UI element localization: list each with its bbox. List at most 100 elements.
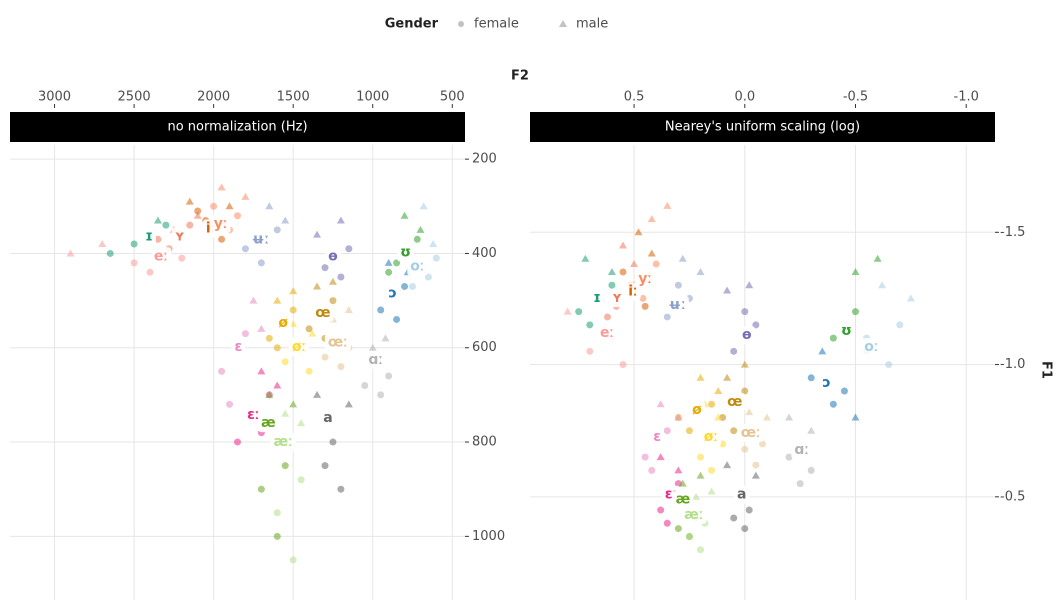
label-box <box>385 284 400 303</box>
point-female <box>852 308 859 316</box>
point-female <box>241 330 249 338</box>
point-male <box>281 216 290 224</box>
label-box <box>689 401 706 420</box>
label-box <box>150 247 172 266</box>
point-female <box>321 353 329 361</box>
point-male <box>807 426 816 434</box>
point-male <box>714 413 723 421</box>
point-male <box>630 260 639 268</box>
point-female <box>663 519 671 527</box>
point-female <box>281 462 289 470</box>
point-female <box>807 374 815 382</box>
point-male <box>707 487 716 495</box>
point-male <box>289 287 298 295</box>
point-female <box>586 347 594 355</box>
point-female <box>741 308 749 316</box>
label-box <box>838 322 855 341</box>
point-female <box>708 466 716 474</box>
point-male <box>692 492 701 500</box>
point-female <box>586 321 594 329</box>
point-male <box>785 413 794 421</box>
point-male <box>740 360 749 368</box>
label-box <box>320 409 336 427</box>
point-female <box>377 306 385 314</box>
legend-label: female <box>474 17 519 32</box>
y-tick-label: 400 <box>472 246 497 261</box>
plot-background <box>10 145 465 600</box>
vowel-label: oː <box>864 339 878 355</box>
point-female <box>273 226 281 234</box>
point-female <box>652 260 660 268</box>
vowel-label: yː <box>214 216 228 232</box>
x-tick-label: 2500 <box>118 90 151 105</box>
point-female <box>218 367 226 375</box>
label-box <box>596 324 618 343</box>
label-box <box>737 423 764 442</box>
point-female <box>385 268 393 276</box>
point-female <box>741 445 749 453</box>
point-male <box>217 183 226 191</box>
point-male <box>851 267 860 275</box>
point-female <box>708 400 716 408</box>
label-box <box>365 351 387 370</box>
legend-key <box>559 20 567 27</box>
point-male <box>281 409 290 417</box>
vowel-label: œː <box>328 335 348 351</box>
point-female <box>619 268 627 276</box>
y-tick-label: -1.5 <box>1000 225 1025 240</box>
point-female <box>657 506 665 514</box>
label-box <box>324 333 351 352</box>
panel-title: no normalization (Hz) <box>167 120 307 135</box>
point-female <box>234 438 241 446</box>
point-female <box>752 321 760 329</box>
point-female <box>840 387 848 395</box>
point-female <box>337 273 345 281</box>
label-box <box>700 428 722 447</box>
label-box <box>724 393 746 412</box>
vowel-label: ʏ <box>175 228 185 244</box>
vowel-label: ɑː <box>794 442 809 458</box>
point-male <box>647 215 656 223</box>
point-male <box>619 241 627 249</box>
point-female <box>829 400 837 408</box>
point-male <box>723 461 732 469</box>
point-male <box>289 400 298 408</box>
strip <box>10 112 465 142</box>
point-female <box>741 387 749 395</box>
point-female <box>432 254 440 262</box>
point-male <box>400 211 409 219</box>
point-female <box>241 245 249 253</box>
point-female <box>424 273 432 281</box>
point-female <box>648 466 656 474</box>
point-male <box>678 254 687 262</box>
point-female <box>186 221 194 229</box>
point-female <box>730 427 738 435</box>
point-female <box>745 506 753 514</box>
y-axis-title: F1 <box>1039 361 1054 379</box>
label-box <box>248 230 273 249</box>
x-tick-label: 3000 <box>38 90 71 105</box>
x-tick-label: -0.5 <box>843 90 868 105</box>
point-male <box>745 281 754 289</box>
point-male <box>153 216 162 224</box>
vowel-label: ɪ <box>145 228 153 244</box>
point-male <box>818 347 827 355</box>
label-box <box>258 414 279 433</box>
vowel-label: ɔ <box>822 375 830 391</box>
label-box <box>590 289 604 308</box>
point-male <box>381 334 390 342</box>
point-female <box>674 525 682 533</box>
point-male <box>745 408 754 416</box>
vowel-label: øː <box>292 339 306 355</box>
point-female <box>234 212 241 220</box>
point-male <box>696 373 705 381</box>
vowel-label: ɵ <box>742 327 752 343</box>
point-female <box>281 358 289 366</box>
label-box <box>733 485 750 504</box>
point-male <box>906 294 915 302</box>
point-female <box>218 235 226 243</box>
vowel-label: œː <box>741 425 761 441</box>
point-male <box>762 413 771 421</box>
label-box <box>791 441 813 460</box>
